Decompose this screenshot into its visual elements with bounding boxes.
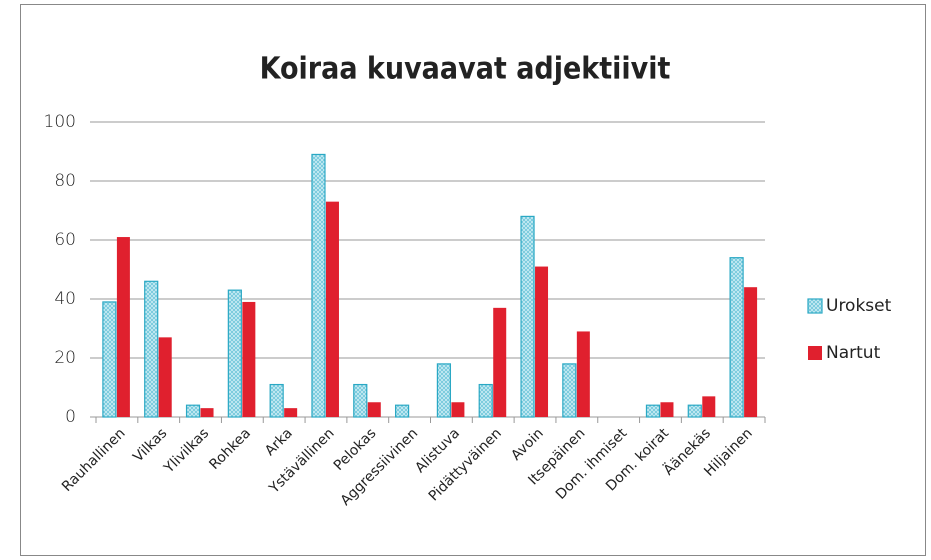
bar	[311, 153, 326, 418]
bar	[185, 404, 201, 418]
bar	[520, 215, 535, 418]
bar	[102, 301, 117, 418]
bar	[144, 280, 159, 418]
bar	[269, 383, 284, 418]
bar	[576, 331, 590, 417]
bar	[227, 289, 242, 418]
y-tick-label: 40	[54, 289, 76, 309]
bar	[367, 402, 381, 417]
legend-swatch	[808, 346, 822, 360]
y-tick-label: 60	[54, 230, 76, 250]
bar	[729, 257, 744, 418]
chart-frame	[20, 4, 926, 556]
bar	[116, 237, 130, 417]
legend-swatch	[807, 298, 823, 314]
bar	[744, 287, 758, 417]
bar	[158, 337, 172, 417]
y-tick-label: 0	[65, 407, 76, 427]
chart-title: Koiraa kuvaavat adjektiivit	[260, 52, 671, 87]
bar	[562, 363, 577, 418]
bar	[687, 404, 702, 418]
bar	[436, 363, 452, 418]
y-tick-label: 100	[44, 112, 76, 132]
bar	[535, 266, 549, 417]
legend-label: Nartut	[826, 343, 881, 363]
bar	[200, 408, 214, 417]
legend-label: Urokset	[826, 296, 892, 316]
bar	[702, 396, 716, 417]
bar	[478, 383, 493, 418]
bar	[660, 402, 674, 417]
bar	[284, 408, 298, 417]
bar	[325, 201, 339, 417]
bar	[353, 383, 368, 418]
y-tick-label: 20	[54, 348, 76, 368]
y-tick-label: 80	[54, 171, 76, 191]
bar	[493, 307, 507, 417]
bar	[394, 404, 410, 418]
bar	[645, 404, 661, 418]
bar	[451, 402, 465, 417]
bar	[242, 301, 256, 417]
